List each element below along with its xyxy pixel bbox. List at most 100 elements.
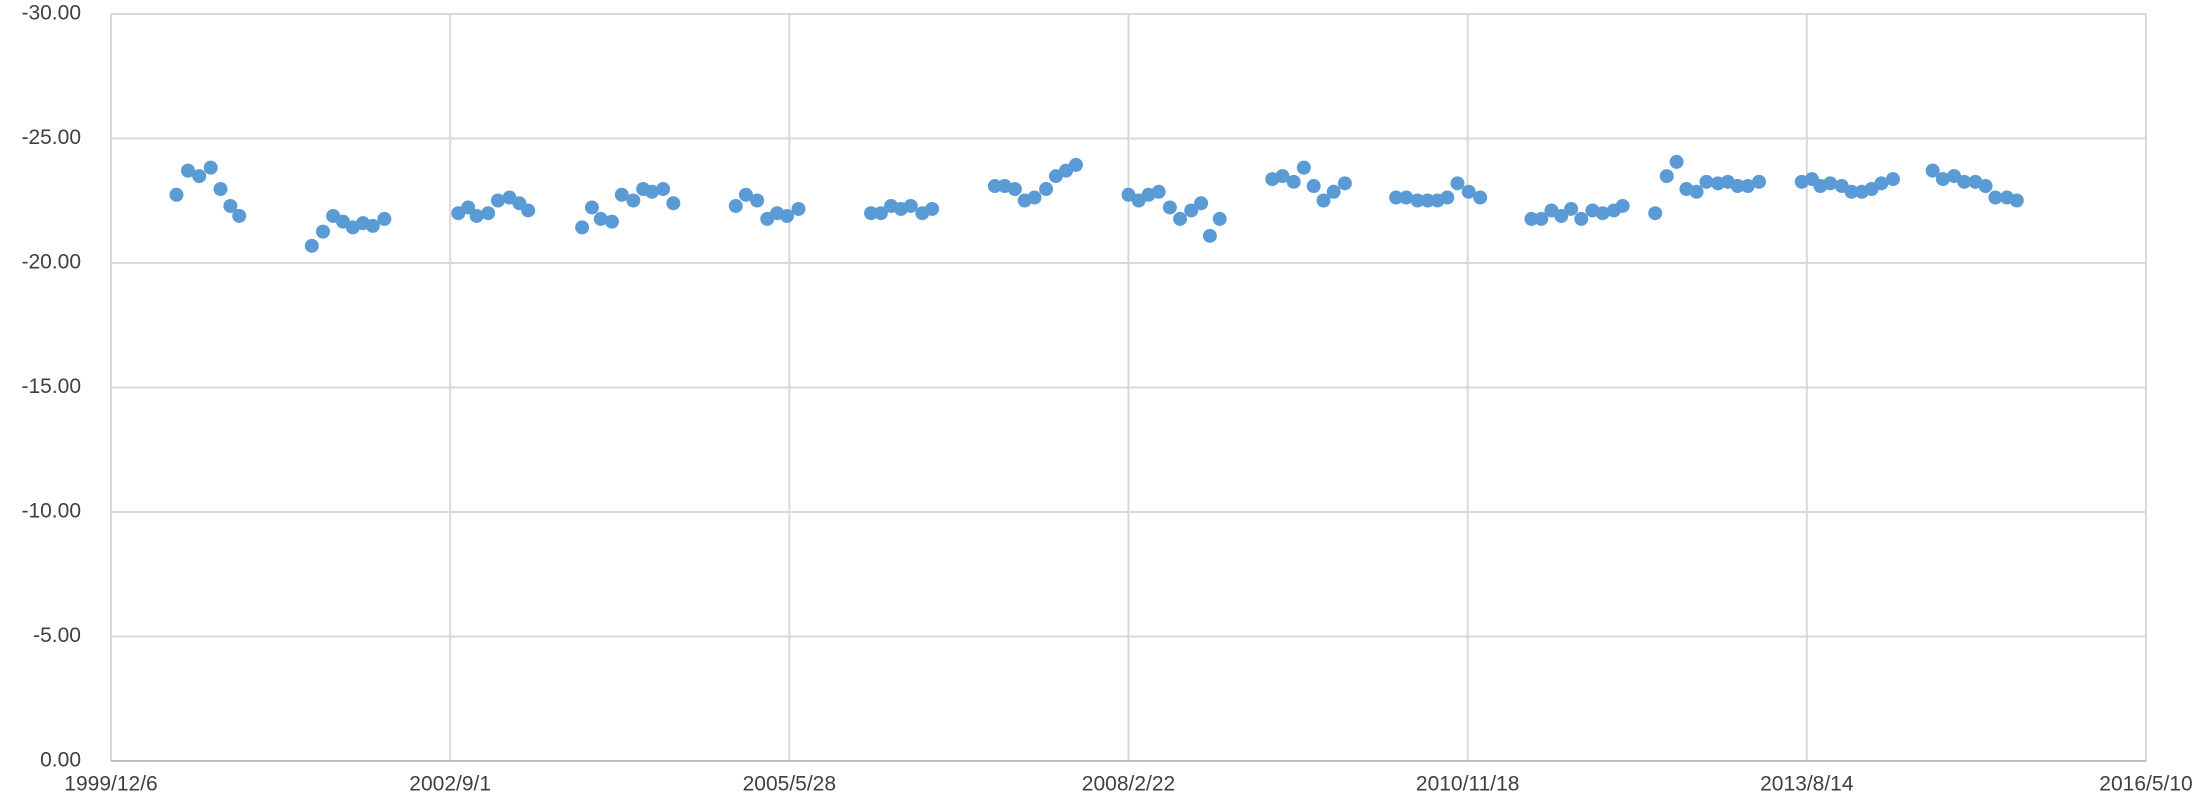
point — [1450, 176, 1465, 191]
point — [584, 200, 599, 215]
point — [1473, 190, 1488, 205]
x-tick-label: 2008/2/22 — [1082, 773, 1175, 796]
point — [593, 211, 608, 226]
point — [1844, 184, 1859, 199]
point — [1978, 179, 1993, 194]
point — [614, 187, 629, 202]
point — [481, 206, 496, 221]
point — [864, 206, 879, 221]
point — [377, 211, 392, 226]
point — [873, 206, 888, 221]
point — [1194, 196, 1209, 211]
point — [1068, 157, 1083, 172]
y-tick-label: -20.00 — [21, 251, 81, 274]
point — [1316, 193, 1331, 208]
point — [1202, 228, 1217, 243]
point — [1184, 203, 1199, 218]
point — [903, 198, 918, 213]
point — [1925, 163, 1940, 178]
point — [738, 187, 753, 202]
point — [1988, 190, 2003, 205]
point — [180, 163, 195, 178]
point — [1461, 184, 1476, 199]
point — [750, 193, 765, 208]
point — [1823, 176, 1838, 191]
point — [1410, 193, 1425, 208]
x-tick-label: 2013/8/14 — [1760, 773, 1854, 796]
point — [1874, 176, 1889, 191]
point — [791, 201, 806, 216]
y-tick-label: 0.00 — [40, 749, 81, 772]
point — [1389, 190, 1404, 205]
point — [626, 193, 641, 208]
point — [223, 198, 238, 213]
point — [1275, 169, 1290, 184]
point — [1212, 211, 1227, 226]
point — [1399, 190, 1414, 205]
point — [1564, 201, 1579, 216]
point — [315, 224, 330, 239]
point — [1689, 184, 1704, 199]
x-tick-label: 1999/12/6 — [64, 773, 157, 796]
point — [604, 214, 619, 229]
x-tick-label: 2016/5/10 — [2099, 773, 2192, 796]
point — [192, 169, 207, 184]
point — [1574, 211, 1589, 226]
point — [1615, 198, 1630, 213]
point — [203, 160, 218, 175]
point — [1162, 200, 1177, 215]
point — [1337, 176, 1352, 191]
point — [521, 203, 536, 218]
y-tick-label: -10.00 — [21, 500, 81, 523]
point — [728, 198, 743, 213]
point — [666, 196, 681, 211]
point — [925, 201, 940, 216]
point — [1440, 190, 1455, 205]
point — [1121, 187, 1136, 202]
y-tick-label: -15.00 — [21, 375, 81, 398]
point — [2009, 193, 2024, 208]
x-tick-label: 2002/9/1 — [409, 773, 491, 796]
y-tick-label: -5.00 — [33, 624, 81, 647]
point — [1286, 174, 1301, 189]
point — [1730, 179, 1745, 194]
x-tick-label: 2005/5/28 — [743, 773, 836, 796]
y-tick-label: -30.00 — [21, 2, 81, 25]
point — [987, 179, 1002, 194]
point — [1534, 211, 1549, 226]
point — [1420, 193, 1435, 208]
point — [1326, 184, 1341, 199]
point — [1659, 169, 1674, 184]
y-tick-label: -25.00 — [21, 126, 81, 149]
point — [1306, 179, 1321, 194]
point — [1524, 211, 1539, 226]
point — [304, 238, 319, 253]
point — [1039, 182, 1054, 197]
point — [1935, 172, 1950, 187]
point — [1027, 190, 1042, 205]
point — [1740, 179, 1755, 194]
point — [1669, 154, 1684, 169]
point — [1595, 206, 1610, 221]
point — [1173, 211, 1188, 226]
point — [469, 208, 484, 223]
point — [575, 220, 590, 235]
point — [169, 187, 184, 202]
point — [1885, 172, 1900, 187]
point — [232, 208, 247, 223]
point — [1007, 182, 1022, 197]
point — [461, 200, 476, 215]
point — [1699, 174, 1714, 189]
point — [644, 184, 659, 199]
point — [213, 182, 228, 197]
x-tick-label: 2010/11/18 — [1416, 773, 1520, 796]
point — [1151, 184, 1166, 199]
point — [1947, 169, 1962, 184]
point — [1957, 174, 1972, 189]
point — [779, 208, 794, 223]
point — [365, 218, 380, 233]
point — [1752, 174, 1767, 189]
point — [656, 182, 671, 197]
